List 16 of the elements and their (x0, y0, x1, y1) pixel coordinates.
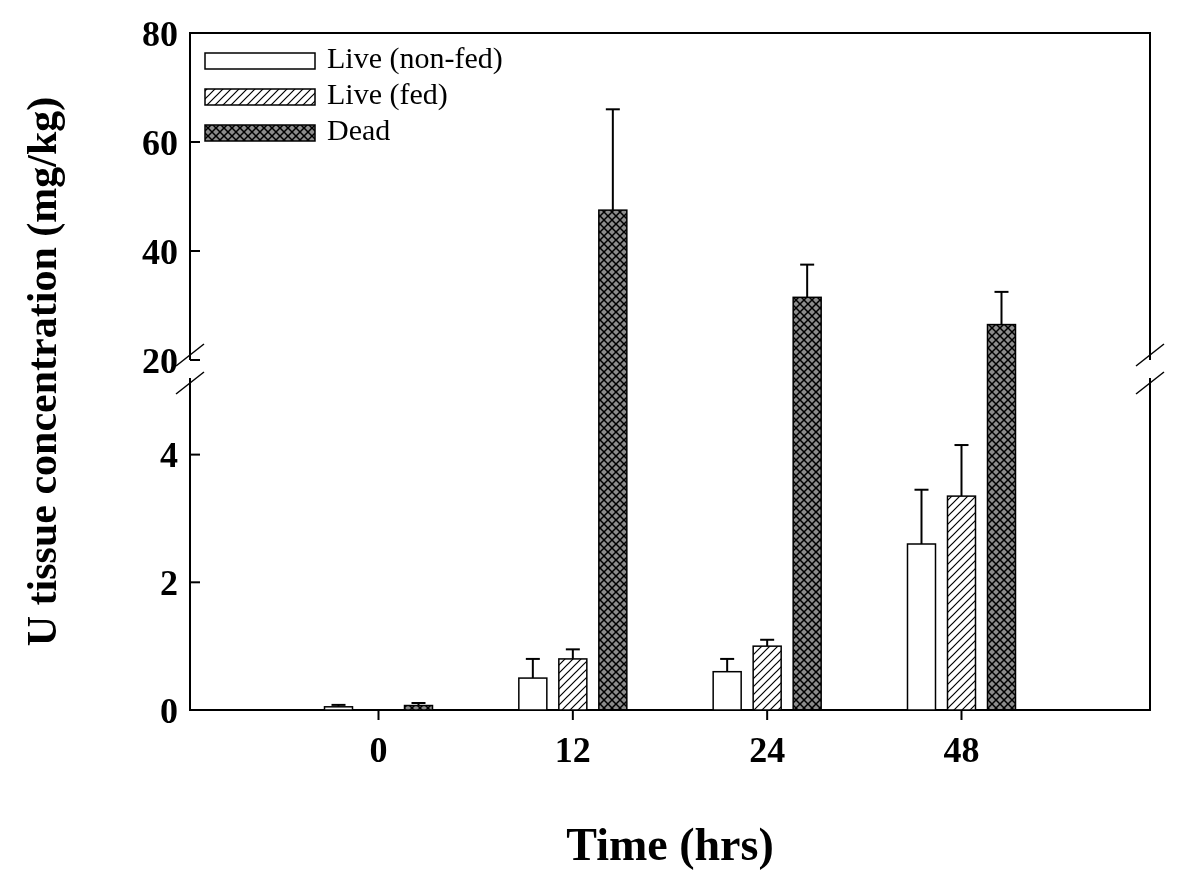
y-axis-title: U tissue concentration (mg/kg) (19, 96, 66, 647)
x-axis-title: Time (hrs) (566, 819, 774, 870)
x-tick-label: 48 (943, 730, 980, 770)
y-tick-label: 60 (142, 122, 178, 163)
legend-label: Live (fed) (327, 77, 448, 111)
y-tick-label: 2 (160, 562, 178, 603)
y-tick-label: 40 (142, 231, 178, 272)
x-tick-label: 12 (554, 730, 591, 770)
x-tick-label: 0 (369, 730, 388, 770)
y-tick-label: 0 (160, 690, 178, 731)
y-tick-label: 80 (142, 13, 178, 54)
legend-label: Live (non-fed) (327, 41, 503, 75)
y-tick-label: 4 (160, 435, 178, 476)
legend-label: Dead (327, 113, 391, 146)
x-tick-label: 24 (749, 730, 786, 770)
y-tick-label: 20 (142, 340, 178, 381)
